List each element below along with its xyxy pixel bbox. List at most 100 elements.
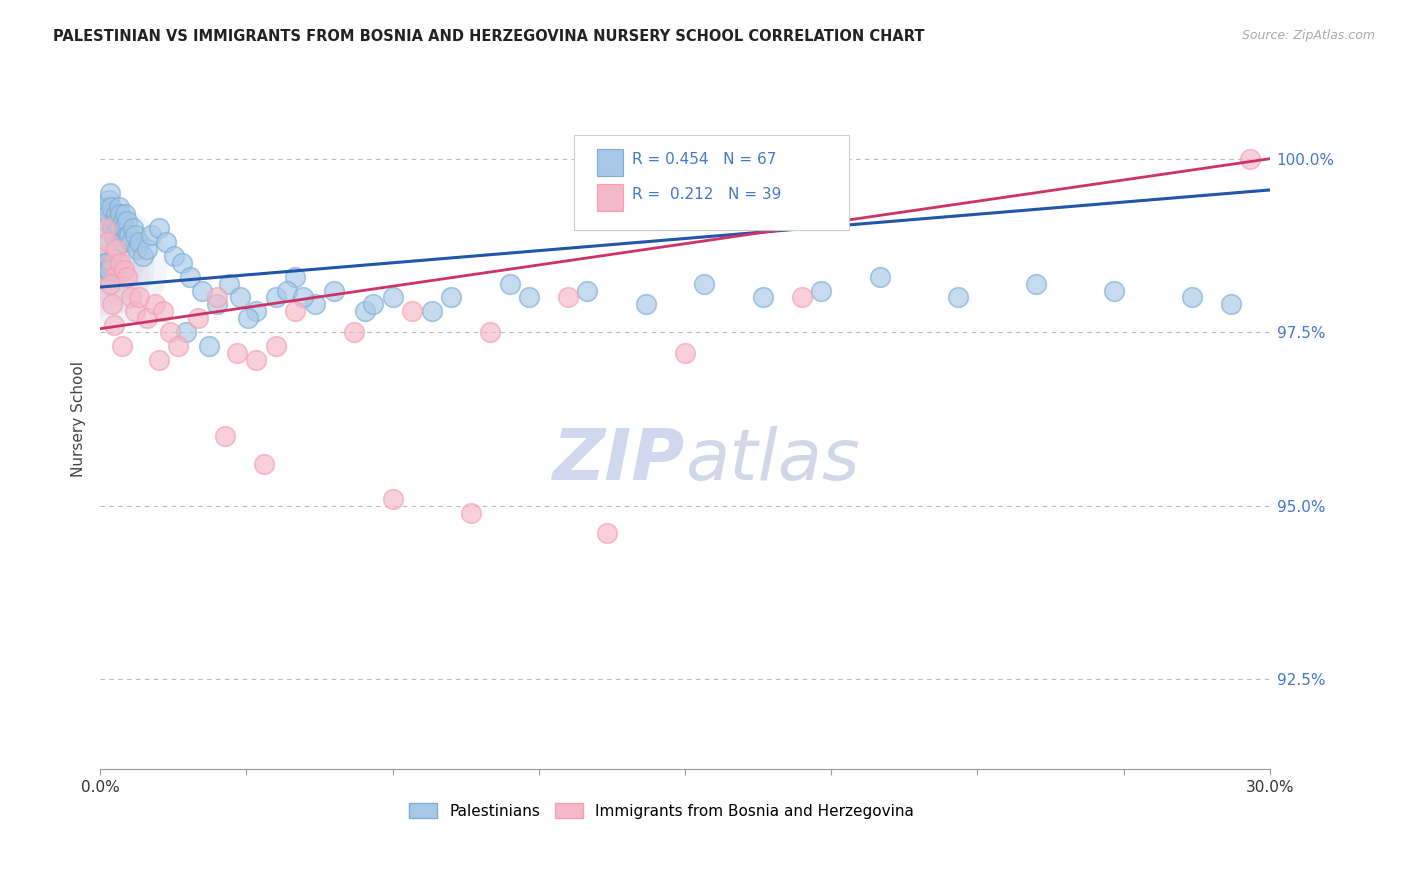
Point	[148, 353, 170, 368]
Point	[752, 291, 775, 305]
Text: ZIP: ZIP	[553, 426, 685, 495]
Point	[342, 325, 364, 339]
Point	[557, 291, 579, 305]
Point	[460, 506, 482, 520]
Point	[152, 304, 174, 318]
Point	[163, 249, 186, 263]
Point	[94, 260, 117, 274]
Text: PALESTINIAN VS IMMIGRANTS FROM BOSNIA AND HERZEGOVINA NURSERY SCHOOL CORRELATION: PALESTINIAN VS IMMIGRANTS FROM BOSNIA AN…	[53, 29, 925, 44]
Point	[101, 256, 124, 270]
Legend: Palestinians, Immigrants from Bosnia and Herzegovina: Palestinians, Immigrants from Bosnia and…	[404, 797, 920, 825]
Bar	[598, 184, 623, 211]
Point	[479, 325, 502, 339]
Point	[946, 291, 969, 305]
Point	[187, 311, 209, 326]
Point	[253, 457, 276, 471]
Point	[381, 291, 404, 305]
Point	[98, 186, 121, 201]
Point	[128, 291, 150, 305]
Point	[174, 325, 197, 339]
Point	[94, 260, 117, 274]
Point	[693, 277, 716, 291]
Point	[198, 339, 221, 353]
Point	[170, 256, 193, 270]
Point	[108, 200, 131, 214]
Point	[111, 214, 134, 228]
Point	[94, 266, 117, 280]
Point	[420, 304, 443, 318]
Point	[264, 291, 287, 305]
Bar	[598, 149, 623, 176]
Point	[110, 221, 132, 235]
Point	[120, 291, 142, 305]
Point	[103, 318, 125, 333]
Point	[97, 262, 120, 277]
Point	[139, 228, 162, 243]
Point	[108, 256, 131, 270]
Point	[94, 260, 117, 274]
Point	[218, 277, 240, 291]
Point	[284, 269, 307, 284]
Point	[143, 297, 166, 311]
Point	[135, 311, 157, 326]
Point	[110, 235, 132, 249]
Point	[128, 235, 150, 249]
Point	[103, 214, 125, 228]
Point	[1181, 291, 1204, 305]
Point	[117, 269, 139, 284]
Point	[214, 429, 236, 443]
Point	[1102, 284, 1125, 298]
Point	[1219, 297, 1241, 311]
Point	[97, 235, 120, 249]
Point	[117, 214, 139, 228]
Point	[114, 207, 136, 221]
Point	[94, 260, 117, 274]
Point	[96, 269, 118, 284]
Point	[159, 325, 181, 339]
Point	[105, 214, 128, 228]
Point	[229, 291, 252, 305]
Point	[498, 277, 520, 291]
Point	[94, 266, 117, 280]
Point	[517, 291, 540, 305]
Point	[245, 353, 267, 368]
Point	[225, 346, 247, 360]
Y-axis label: Nursery School: Nursery School	[72, 361, 86, 477]
Point	[264, 339, 287, 353]
Point	[98, 277, 121, 291]
Point	[354, 304, 377, 318]
Text: atlas: atlas	[685, 426, 859, 495]
Point	[101, 228, 124, 243]
Point	[112, 262, 135, 277]
Point	[284, 304, 307, 318]
Point	[122, 221, 145, 235]
Point	[205, 291, 228, 305]
Point	[101, 221, 124, 235]
Point	[104, 207, 127, 221]
Point	[97, 194, 120, 208]
Point	[94, 221, 117, 235]
Point	[103, 269, 125, 284]
Point	[401, 304, 423, 318]
Text: Source: ZipAtlas.com: Source: ZipAtlas.com	[1241, 29, 1375, 42]
Point	[323, 284, 346, 298]
Point	[576, 284, 599, 298]
Point	[190, 284, 212, 298]
Point	[135, 242, 157, 256]
Point	[97, 262, 120, 277]
Point	[1239, 152, 1261, 166]
Point	[94, 266, 117, 280]
Point	[148, 221, 170, 235]
Point	[381, 491, 404, 506]
Point	[124, 228, 146, 243]
Point	[673, 346, 696, 360]
Point	[96, 200, 118, 214]
Point	[361, 297, 384, 311]
FancyBboxPatch shape	[574, 135, 849, 230]
Point	[115, 228, 138, 243]
Point	[276, 284, 298, 298]
Point	[790, 291, 813, 305]
Point	[97, 207, 120, 221]
Point	[107, 221, 129, 235]
Point	[94, 256, 117, 270]
